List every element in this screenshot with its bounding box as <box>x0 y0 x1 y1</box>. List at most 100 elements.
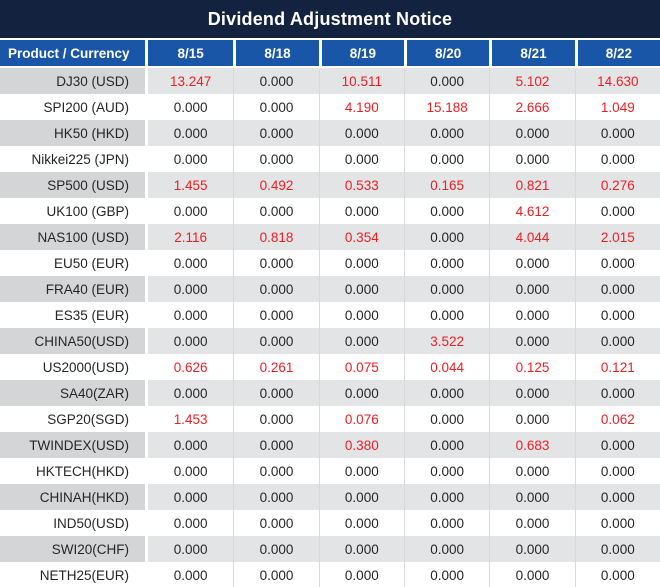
product-cell: IND50(USD) <box>0 510 148 536</box>
dividend-value-cell: 0.000 <box>318 302 404 328</box>
dividend-value-cell: 0.000 <box>233 432 319 458</box>
product-cell: CHINA50(USD) <box>0 328 148 354</box>
dividend-value-cell: 0.626 <box>148 354 234 380</box>
product-cell: SGP20(SGD) <box>0 406 148 432</box>
table-header: Product / Currency 8/15 8/18 8/19 8/20 8/21 8… <box>0 38 660 68</box>
dividend-value-cell: 2.666 <box>489 94 575 120</box>
dividend-value-cell: 0.000 <box>404 562 490 587</box>
dividend-value-cell: 4.612 <box>489 198 575 224</box>
table-row: TWINDEX(USD) 0.000 0.000 0.380 0.000 0.683 0.0… <box>0 432 660 458</box>
dividend-value-cell: 1.455 <box>148 172 234 198</box>
date-header-cell: 8/15 <box>148 40 234 66</box>
dividend-value-cell: 0.000 <box>148 146 234 172</box>
product-cell: EU50 (EUR) <box>0 250 148 276</box>
dividend-value-cell: 0.000 <box>404 432 490 458</box>
dividend-value-cell: 0.000 <box>404 458 490 484</box>
table-row: IND50(USD) 0.000 0.000 0.000 0.000 0.000 0.000 <box>0 510 660 536</box>
dividend-value-cell: 0.000 <box>318 458 404 484</box>
dividend-value-cell: 0.000 <box>489 458 575 484</box>
table-row: CHINA50(USD) 0.000 0.000 0.000 3.522 0.000 0.0… <box>0 328 660 354</box>
product-cell: SPI200 (AUD) <box>0 94 148 120</box>
table-row: SA40(ZAR) 0.000 0.000 0.000 0.000 0.000 0.000 <box>0 380 660 406</box>
dividend-value-cell: 0.000 <box>148 562 234 587</box>
dividend-value-cell: 0.000 <box>318 250 404 276</box>
dividend-value-cell: 1.453 <box>148 406 234 432</box>
dividend-value-cell: 0.000 <box>489 510 575 536</box>
dividend-value-cell: 0.000 <box>574 536 660 562</box>
dividend-value-cell: 0.000 <box>404 302 490 328</box>
dividend-value-cell: 14.630 <box>574 68 660 94</box>
dividend-value-cell: 0.000 <box>318 198 404 224</box>
dividend-value-cell: 0.492 <box>233 172 319 198</box>
dividend-value-cell: 0.533 <box>318 172 404 198</box>
dividend-value-cell: 0.000 <box>148 328 234 354</box>
table-row: DJ30 (USD) 13.247 0.000 10.511 0.000 5.102 14.… <box>0 68 660 94</box>
notice-title: Dividend Adjustment Notice <box>0 0 660 38</box>
table-row: HK50 (HKD) 0.000 0.000 0.000 0.000 0.000 0.000 <box>0 120 660 146</box>
dividend-value-cell: 0.000 <box>318 510 404 536</box>
dividend-value-cell: 2.116 <box>148 224 234 250</box>
dividend-value-cell: 0.000 <box>404 120 490 146</box>
dividend-value-cell: 2.015 <box>574 224 660 250</box>
dividend-value-cell: 4.044 <box>489 224 575 250</box>
dividend-value-cell: 15.188 <box>404 94 490 120</box>
dividend-value-cell: 0.000 <box>233 406 319 432</box>
dividend-value-cell: 0.000 <box>574 302 660 328</box>
dividend-value-cell: 1.049 <box>574 94 660 120</box>
dividend-value-cell: 0.125 <box>489 354 575 380</box>
dividend-value-cell: 0.165 <box>404 172 490 198</box>
table-row: SWI20(CHF) 0.000 0.000 0.000 0.000 0.000 0.000 <box>0 536 660 562</box>
dividend-value-cell: 0.000 <box>233 536 319 562</box>
table-row: FRA40 (EUR) 0.000 0.000 0.000 0.000 0.000 0.00… <box>0 276 660 302</box>
table-row: SGP20(SGD) 1.453 0.000 0.076 0.000 0.000 0.062 <box>0 406 660 432</box>
date-header-cell: 8/21 <box>489 40 575 66</box>
dividend-value-cell: 0.000 <box>148 276 234 302</box>
dividend-value-cell: 0.000 <box>148 380 234 406</box>
product-cell: UK100 (GBP) <box>0 198 148 224</box>
dividend-value-cell: 0.062 <box>574 406 660 432</box>
date-header-cell: 8/18 <box>233 40 319 66</box>
dividend-value-cell: 0.000 <box>318 562 404 587</box>
dividend-value-cell: 0.000 <box>489 536 575 562</box>
dividend-value-cell: 5.102 <box>489 68 575 94</box>
dividend-value-cell: 0.000 <box>233 94 319 120</box>
product-cell: FRA40 (EUR) <box>0 276 148 302</box>
dividend-value-cell: 0.000 <box>489 328 575 354</box>
dividend-value-cell: 0.000 <box>574 458 660 484</box>
dividend-value-cell: 0.000 <box>404 510 490 536</box>
dividend-value-cell: 0.000 <box>233 120 319 146</box>
date-header-cell: 8/20 <box>404 40 490 66</box>
dividend-value-cell: 13.247 <box>148 68 234 94</box>
dividend-value-cell: 0.000 <box>404 406 490 432</box>
dividend-value-cell: 0.000 <box>233 276 319 302</box>
dividend-value-cell: 0.000 <box>489 146 575 172</box>
dividend-value-cell: 0.000 <box>574 562 660 587</box>
product-cell: HK50 (HKD) <box>0 120 148 146</box>
dividend-value-cell: 0.276 <box>574 172 660 198</box>
dividend-value-cell: 0.075 <box>318 354 404 380</box>
dividend-value-cell: 0.354 <box>318 224 404 250</box>
dividend-value-cell: 0.000 <box>233 146 319 172</box>
dividend-value-cell: 0.000 <box>489 406 575 432</box>
dividend-value-cell: 0.000 <box>148 536 234 562</box>
dividend-value-cell: 0.821 <box>489 172 575 198</box>
dividend-value-cell: 0.000 <box>489 562 575 587</box>
dividend-value-cell: 0.000 <box>318 146 404 172</box>
dividend-value-cell: 0.261 <box>233 354 319 380</box>
dividend-value-cell: 0.000 <box>148 250 234 276</box>
dividend-value-cell: 0.683 <box>489 432 575 458</box>
dividend-value-cell: 0.044 <box>404 354 490 380</box>
dividend-value-cell: 0.000 <box>148 198 234 224</box>
product-cell: ES35 (EUR) <box>0 302 148 328</box>
dividend-value-cell: 0.000 <box>489 380 575 406</box>
product-currency-header: Product / Currency <box>0 40 148 66</box>
product-cell: TWINDEX(USD) <box>0 432 148 458</box>
dividend-value-cell: 0.000 <box>489 484 575 510</box>
product-cell: US2000(USD) <box>0 354 148 380</box>
table-row: US2000(USD) 0.626 0.261 0.075 0.044 0.125 0.12… <box>0 354 660 380</box>
table-body: DJ30 (USD) 13.247 0.000 10.511 0.000 5.102 14.… <box>0 68 660 587</box>
dividend-value-cell: 0.000 <box>404 68 490 94</box>
dividend-value-cell: 0.000 <box>574 484 660 510</box>
dividend-value-cell: 0.000 <box>404 250 490 276</box>
dividend-value-cell: 0.000 <box>148 94 234 120</box>
